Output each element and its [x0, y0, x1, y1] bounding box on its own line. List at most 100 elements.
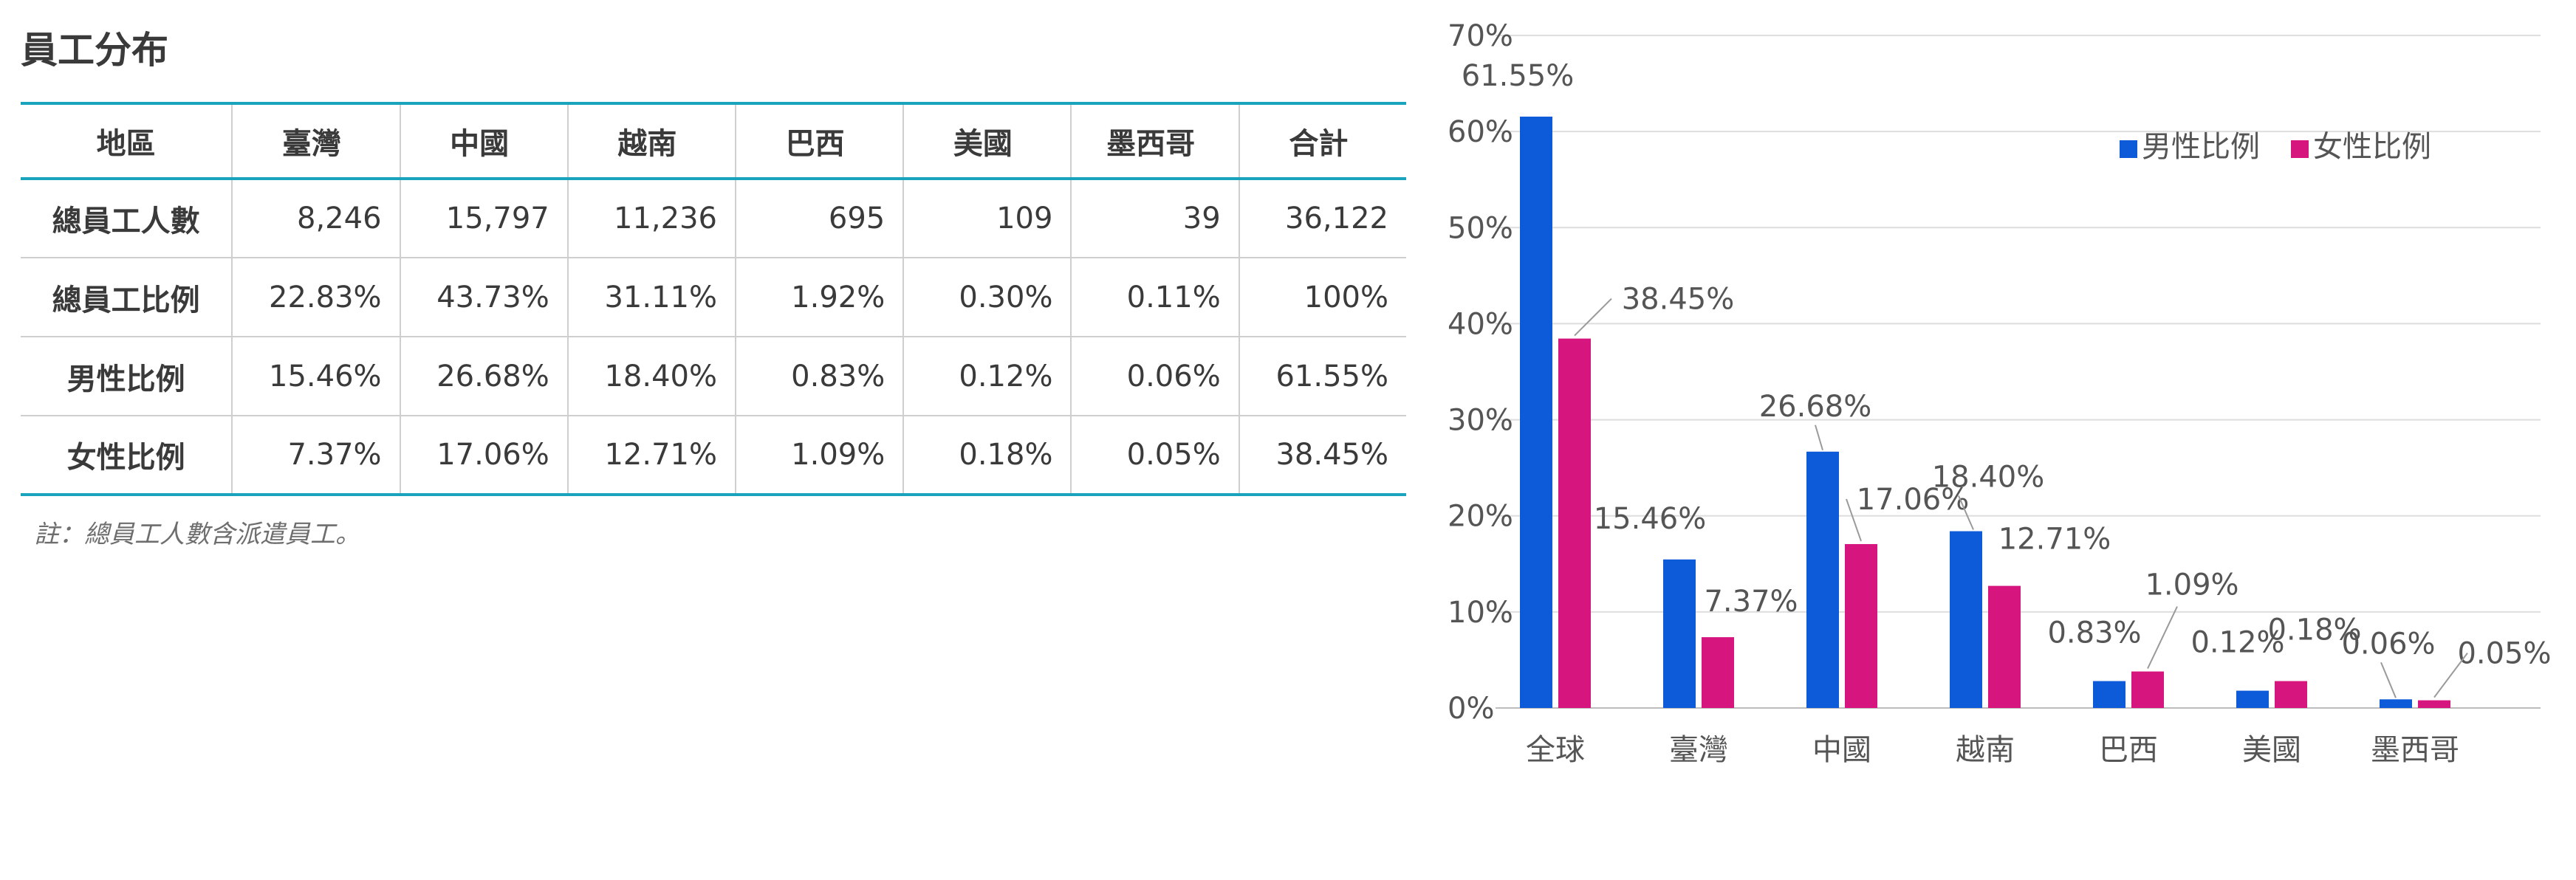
row-label: 女性比例	[21, 416, 233, 496]
table-title: 員工分布	[21, 29, 168, 72]
header-mexico: 墨西哥	[1070, 102, 1239, 180]
row-label: 男性比例	[21, 337, 233, 416]
gender-ratio-bar-chart: 0% 10% 20% 30% 40% 50% 60% 70% 61.55% 38.45% 全球 15.…	[1448, 19, 2552, 767]
table-cell: 0.12%	[902, 337, 1072, 416]
label-leader-line	[1815, 424, 1823, 451]
x-category-label: 中國	[1812, 733, 1871, 767]
table-row: 女性比例 7.37% 17.06% 12.71% 1.09% 0.18% 0.0…	[21, 416, 1406, 496]
table-row: 總員工人數 8,246 15,797 11,236 695 109 39 36,…	[21, 179, 1406, 258]
table-cell: 0.05%	[1070, 416, 1239, 496]
data-label-female: 1.09%	[2145, 568, 2238, 602]
data-label-male: 26.68%	[1759, 390, 1872, 424]
table-cell: 43.73%	[399, 258, 568, 337]
table-cell: 17.06%	[399, 416, 568, 496]
header-total: 合計	[1238, 102, 1406, 180]
data-label-male: 61.55%	[1462, 59, 1575, 93]
legend-swatch	[2120, 140, 2137, 158]
label-leader-line	[1958, 495, 1974, 530]
bar-male	[1663, 559, 1696, 708]
x-category-label: 全球	[1526, 733, 1585, 767]
bar-female	[1845, 543, 1877, 708]
table-total-cell: 38.45%	[1238, 416, 1406, 496]
table-footnote: 註：總員工人數含派遣員工。	[34, 520, 360, 549]
header-china: 中國	[399, 102, 568, 180]
bar-male	[1806, 451, 1839, 708]
label-leader-line	[2433, 652, 2468, 698]
y-tick-label: 30%	[1448, 404, 1513, 438]
legend-label: 女性比例	[2313, 130, 2431, 164]
bar-female	[1988, 585, 2021, 708]
table-header-row: 地區 臺灣 中國 越南 巴西 美國 墨西哥 合計	[21, 102, 1406, 180]
header-brazil: 巴西	[734, 102, 904, 180]
data-label-male: 0.06%	[2341, 627, 2435, 661]
bar-male	[2236, 690, 2269, 708]
header-taiwan: 臺灣	[231, 102, 400, 180]
bar-female	[2418, 700, 2450, 708]
employee-distribution-table: 地區 臺灣 中國 越南 巴西 美國 墨西哥 合計 總員工人數 8,246 15,…	[21, 102, 1406, 496]
row-label: 總員工比例	[21, 258, 233, 337]
table-cell: 7.37%	[231, 416, 400, 496]
bar-female	[1558, 338, 1591, 708]
table-cell: 39	[1070, 179, 1239, 258]
y-tick-label: 50%	[1448, 211, 1513, 245]
data-label-male: 0.12%	[2190, 626, 2284, 660]
table-cell: 0.83%	[734, 337, 904, 416]
table-cell: 0.30%	[902, 258, 1072, 337]
bar-female	[2131, 671, 2164, 708]
x-category-label: 巴西	[2099, 733, 2158, 767]
legend-swatch	[2291, 140, 2309, 158]
data-label-male: 0.83%	[2047, 616, 2141, 650]
bar-male	[2093, 681, 2125, 708]
table-cell: 0.18%	[902, 416, 1072, 496]
header-vietnam: 越南	[566, 102, 736, 180]
label-leader-line	[2380, 661, 2397, 698]
table-cell: 26.68%	[399, 337, 568, 416]
y-tick-label: 10%	[1448, 596, 1513, 630]
table-total-cell: 100%	[1238, 258, 1406, 337]
data-label-male: 18.40%	[1932, 461, 2045, 495]
table-cell: 109	[902, 179, 1072, 258]
y-tick-label: 60%	[1448, 115, 1513, 149]
y-tick-label: 20%	[1448, 500, 1513, 534]
table-cell: 18.40%	[566, 337, 736, 416]
x-category-label: 美國	[2242, 733, 2301, 767]
x-category-label: 臺灣	[1669, 733, 1728, 767]
data-label-male: 15.46%	[1594, 502, 1707, 536]
table-cell: 0.11%	[1070, 258, 1239, 337]
data-label-female: 0.05%	[2457, 637, 2551, 671]
y-tick-label: 70%	[1448, 19, 1513, 53]
label-leader-line	[2147, 606, 2178, 669]
table-total-cell: 61.55%	[1238, 337, 1406, 416]
data-label-female: 7.37%	[1704, 585, 1798, 619]
table-total-cell: 36,122	[1238, 179, 1406, 258]
data-label-female: 0.18%	[2267, 613, 2361, 647]
label-leader-line	[1574, 298, 1612, 337]
bar-female	[2275, 681, 2307, 708]
data-label-female: 17.06%	[1857, 483, 1970, 517]
table-cell: 1.09%	[734, 416, 904, 496]
table-cell: 1.92%	[734, 258, 904, 337]
bar-male	[1520, 116, 1552, 709]
row-label: 總員工人數	[21, 179, 233, 258]
table-row: 總員工比例 22.83% 43.73% 31.11% 1.92% 0.30% 0…	[21, 258, 1406, 337]
table-cell: 31.11%	[566, 258, 736, 337]
bar-male	[1950, 531, 1982, 708]
y-tick-label: 40%	[1448, 307, 1513, 341]
x-category-label: 越南	[1956, 733, 2015, 767]
legend-label: 男性比例	[2142, 130, 2260, 164]
data-label-female: 12.71%	[1998, 523, 2111, 557]
table-cell: 15,797	[399, 179, 568, 258]
x-category-label: 墨西哥	[2371, 733, 2459, 767]
y-tick-label: 0%	[1448, 692, 1494, 726]
table-cell: 11,236	[566, 179, 736, 258]
header-region-label: 地區	[21, 102, 233, 180]
bar-male	[2380, 699, 2412, 708]
bar-female	[1702, 637, 1734, 708]
label-leader-line	[1846, 498, 1862, 542]
table-cell: 22.83%	[231, 258, 400, 337]
table-row: 男性比例 15.46% 26.68% 18.40% 0.83% 0.12% 0.…	[21, 337, 1406, 416]
table-cell: 695	[734, 179, 904, 258]
header-usa: 美國	[902, 102, 1072, 180]
data-label-female: 38.45%	[1622, 283, 1735, 317]
table-cell: 0.06%	[1070, 337, 1239, 416]
